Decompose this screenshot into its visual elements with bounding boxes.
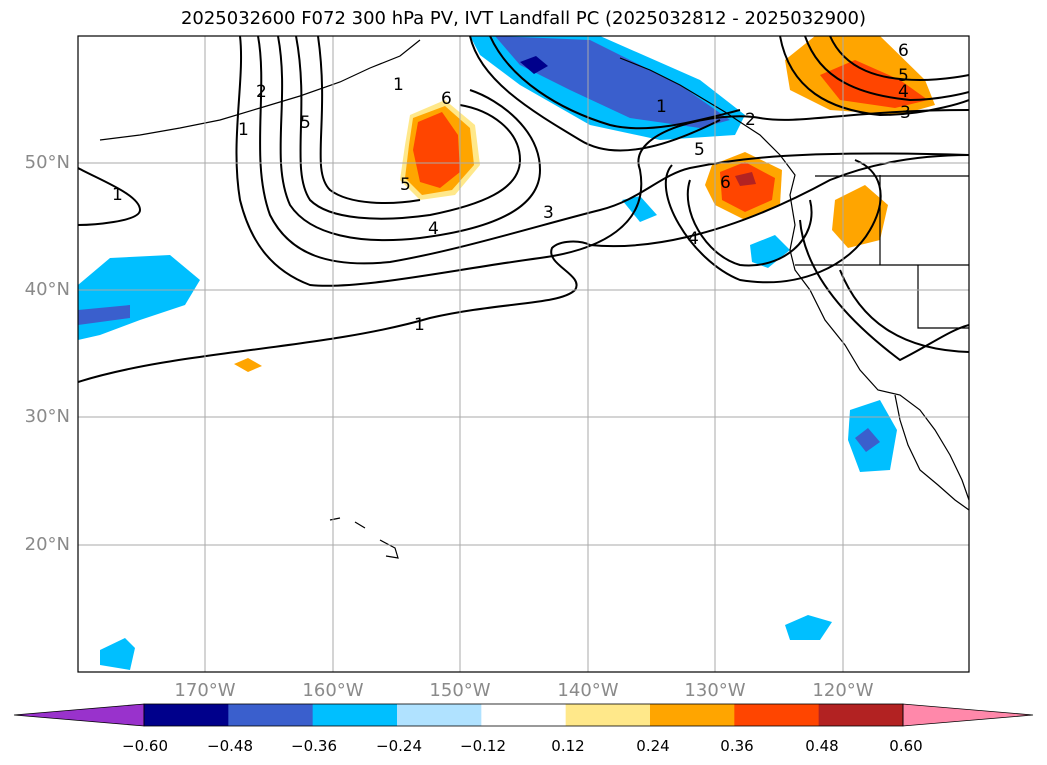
colorbar-segment xyxy=(818,704,904,726)
colorbar-tick: −0.24 xyxy=(376,737,422,755)
colorbar-segment xyxy=(312,704,398,726)
contour-label: 1 xyxy=(112,185,123,205)
contour-label: 4 xyxy=(898,82,909,102)
contour-labels: 1 1 2 5 1 6 5 4 3 1 2 5 6 4 6 5 4 3 1 xyxy=(112,41,911,335)
lat-label-20n: 20°N xyxy=(24,534,70,555)
contour-label: 5 xyxy=(300,113,311,133)
contour-label: 1 xyxy=(393,75,404,95)
contour-label: 3 xyxy=(900,103,911,123)
colorbar xyxy=(13,703,1034,727)
colorbar-tick: 0.60 xyxy=(889,737,923,755)
contour-label: 6 xyxy=(898,41,909,61)
colorbar-tick: 0.48 xyxy=(805,737,839,755)
colorbar-segment xyxy=(481,704,567,726)
contour-label: 5 xyxy=(694,140,705,160)
ivt-negative-fill xyxy=(78,36,897,670)
contour-label: 4 xyxy=(688,229,699,249)
contour-label: 3 xyxy=(543,203,554,223)
contour-label: 5 xyxy=(400,175,411,195)
lat-label-50n: 50°N xyxy=(24,152,70,173)
colorbar-frame xyxy=(143,703,904,727)
contour-label: 1 xyxy=(656,97,667,117)
coastlines xyxy=(99,39,969,559)
contour-label: 4 xyxy=(428,219,439,239)
colorbar-tick: −0.12 xyxy=(460,737,506,755)
lon-label-140w: 140°W xyxy=(557,680,619,701)
colorbar-segment xyxy=(650,704,735,726)
colorbar-segment xyxy=(144,704,229,726)
colorbar-segment xyxy=(228,704,314,726)
lon-label-150w: 150°W xyxy=(429,680,491,701)
ivt-positive-fill xyxy=(234,36,935,372)
map-frame xyxy=(77,35,970,673)
lat-label-40n: 40°N xyxy=(24,279,70,300)
lat-label-30n: 30°N xyxy=(24,406,70,427)
colorbar-segment xyxy=(565,704,651,726)
colorbar-tick: −0.48 xyxy=(207,737,253,755)
contour-label: 6 xyxy=(720,173,731,193)
lon-label-120w: 120°W xyxy=(812,680,874,701)
colorbar-tick: 0.36 xyxy=(720,737,754,755)
contour-label: 1 xyxy=(238,120,249,140)
colorbar-tick: 0.24 xyxy=(636,737,670,755)
map-panel: 1 1 2 5 1 6 5 4 3 1 2 5 6 4 6 5 4 3 1 xyxy=(78,36,969,672)
lon-label-160w: 160°W xyxy=(302,680,364,701)
colorbar-tick: −0.60 xyxy=(122,737,168,755)
colorbar-segment xyxy=(734,704,820,726)
contour-label: 1 xyxy=(414,315,425,335)
contour-label: 2 xyxy=(745,110,756,130)
lon-label-170w: 170°W xyxy=(174,680,236,701)
lon-label-130w: 130°W xyxy=(684,680,746,701)
gridlines xyxy=(78,36,969,672)
contour-label: 5 xyxy=(898,66,909,86)
colorbar-tick: −0.36 xyxy=(291,737,337,755)
colorbar-extend-min xyxy=(13,703,145,727)
colorbar-extend-max xyxy=(902,703,1034,727)
contour-label: 2 xyxy=(256,82,267,102)
colorbar-segment xyxy=(397,704,482,726)
contour-label: 6 xyxy=(441,89,452,109)
colorbar-tick: 0.12 xyxy=(551,737,585,755)
map-title: 2025032600 F072 300 hPa PV, IVT Landfall… xyxy=(180,8,867,29)
pv-contours xyxy=(78,36,969,383)
